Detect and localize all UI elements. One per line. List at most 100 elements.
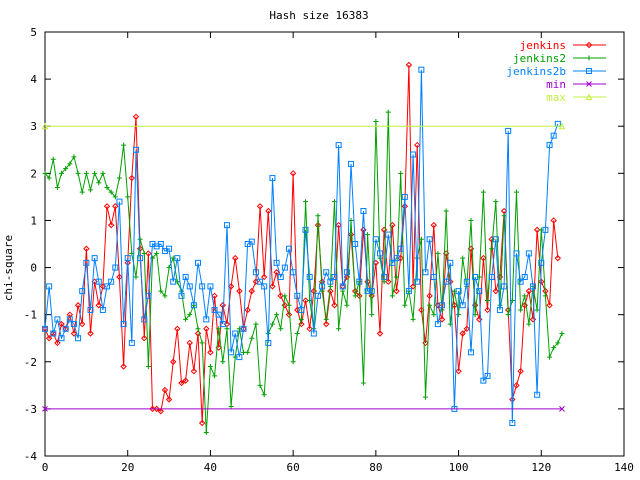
data-point-jenkins2 xyxy=(212,373,218,379)
data-point-jenkins2b xyxy=(447,259,454,266)
data-point-jenkins xyxy=(70,330,78,337)
data-point-jenkins2 xyxy=(456,312,462,318)
data-point-jenkins2b xyxy=(389,259,396,266)
data-point-jenkins2b xyxy=(186,283,193,290)
data-point-jenkins2b xyxy=(302,226,309,233)
data-point-min xyxy=(559,406,565,412)
data-point-jenkins2 xyxy=(360,380,366,386)
data-point-jenkins xyxy=(546,302,553,309)
data-point-jenkins2 xyxy=(422,394,428,400)
data-point-jenkins xyxy=(273,269,280,276)
legend-marker-jenkins2b xyxy=(586,68,592,74)
data-point-jenkins xyxy=(459,330,466,337)
data-point-jenkins2b xyxy=(439,302,446,309)
data-point-jenkins2b xyxy=(104,283,111,290)
y-tick-label: 1 xyxy=(30,214,37,227)
data-point-jenkins xyxy=(438,316,446,323)
data-point-jenkins xyxy=(219,302,227,309)
data-point-jenkins xyxy=(414,141,421,149)
data-point-jenkins2b xyxy=(294,292,301,299)
data-point-jenkins2b xyxy=(257,278,264,285)
data-point-jenkins2 xyxy=(522,293,528,299)
data-point-jenkins xyxy=(145,250,152,257)
data-point-jenkins2 xyxy=(303,199,309,205)
data-point-jenkins xyxy=(95,302,102,309)
data-point-jenkins2b xyxy=(443,278,450,285)
data-point-jenkins2b xyxy=(190,302,197,309)
data-point-jenkins xyxy=(45,335,53,342)
data-point-jenkins xyxy=(190,367,198,375)
data-point-jenkins xyxy=(335,221,342,229)
y-tick-label: 0 xyxy=(30,262,37,275)
data-point-jenkins2b xyxy=(290,269,297,276)
data-point-jenkins2 xyxy=(394,274,400,280)
data-point-jenkins2b xyxy=(376,250,383,257)
data-point-jenkins2 xyxy=(220,359,226,365)
data-point-jenkins2b xyxy=(124,255,131,262)
data-point-jenkins2 xyxy=(468,217,474,223)
data-point-jenkins2b xyxy=(530,283,537,290)
data-point-jenkins2b xyxy=(145,292,152,299)
data-point-jenkins2b xyxy=(314,292,321,299)
data-point-max xyxy=(558,122,566,130)
data-point-jenkins xyxy=(401,203,409,210)
data-point-jenkins2 xyxy=(183,316,189,322)
data-point-jenkins2b xyxy=(538,259,545,266)
data-point-jenkins2 xyxy=(381,279,387,285)
data-point-jenkins xyxy=(347,231,355,238)
data-point-jenkins2b xyxy=(62,325,69,332)
data-point-jenkins xyxy=(360,226,367,234)
data-point-jenkins xyxy=(409,283,417,290)
data-point-jenkins2b xyxy=(199,283,206,290)
data-point-jenkins2 xyxy=(261,392,267,398)
data-point-jenkins xyxy=(281,302,289,309)
data-point-jenkins2b xyxy=(95,278,102,285)
data-point-jenkins2b xyxy=(356,278,363,285)
data-point-jenkins2b xyxy=(360,208,367,215)
data-point-jenkins2b xyxy=(108,278,115,285)
series-line-jenkins2b xyxy=(44,69,559,424)
data-point-jenkins2b xyxy=(546,142,553,149)
data-point-jenkins2b xyxy=(534,391,541,398)
data-point-jenkins2b xyxy=(401,193,408,200)
data-point-jenkins2 xyxy=(323,316,329,322)
data-point-jenkins2 xyxy=(112,194,118,200)
data-point-jenkins2 xyxy=(108,189,114,195)
data-point-jenkins2 xyxy=(269,321,275,327)
data-point-jenkins2b xyxy=(211,306,218,313)
data-point-jenkins2b xyxy=(385,231,392,238)
data-point-jenkins2 xyxy=(67,161,73,167)
data-point-jenkins2 xyxy=(203,429,209,435)
data-point-jenkins2b xyxy=(112,264,119,271)
data-point-jenkins2b xyxy=(116,198,123,205)
data-point-jenkins2b xyxy=(75,335,82,342)
data-point-jenkins2 xyxy=(125,194,131,200)
y-tick-label: 2 xyxy=(30,167,37,180)
data-point-jenkins xyxy=(103,203,111,210)
data-point-jenkins2 xyxy=(71,154,77,160)
data-point-jenkins xyxy=(87,330,94,337)
data-point-jenkins2b xyxy=(410,151,417,158)
data-point-jenkins2 xyxy=(315,213,321,219)
data-point-jenkins2 xyxy=(207,363,213,369)
data-point-jenkins2b xyxy=(343,269,350,276)
data-point-jenkins2b xyxy=(521,273,528,280)
data-point-jenkins2 xyxy=(373,119,379,125)
data-point-jenkins2 xyxy=(162,293,168,299)
data-point-jenkins xyxy=(298,320,305,328)
x-tick-label: 60 xyxy=(287,461,300,474)
x-tick-label: 20 xyxy=(121,461,134,474)
data-point-jenkins2 xyxy=(253,321,259,327)
y-tick-label: 5 xyxy=(30,26,37,39)
data-point-jenkins xyxy=(426,292,433,300)
data-point-jenkins2b xyxy=(492,236,499,243)
legend-marker-min xyxy=(586,81,592,87)
data-point-jenkins2b xyxy=(207,283,214,290)
data-point-jenkins2 xyxy=(443,208,449,214)
data-point-jenkins2b xyxy=(323,269,330,276)
data-point-jenkins2b xyxy=(319,283,326,290)
data-point-jenkins2 xyxy=(551,345,557,351)
data-point-jenkins xyxy=(236,287,243,295)
data-point-jenkins2b xyxy=(414,278,421,285)
